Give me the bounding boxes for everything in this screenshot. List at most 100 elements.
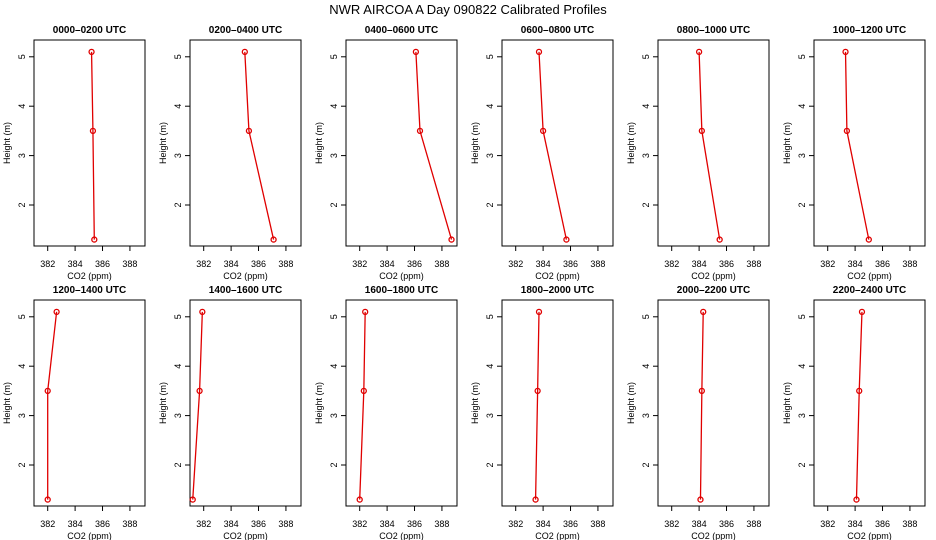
x-tick-label: 386 <box>563 519 578 529</box>
x-tick-label: 384 <box>380 519 395 529</box>
y-tick-label: 3 <box>485 153 495 158</box>
y-tick-label: 4 <box>173 104 183 109</box>
x-tick-label: 382 <box>196 259 211 269</box>
profile-line <box>192 311 203 500</box>
x-tick-label: 386 <box>95 259 110 269</box>
chart-title: 0000–0200 UTC <box>53 25 126 36</box>
data-point <box>241 48 248 56</box>
data-point <box>245 127 253 135</box>
chart-title: 0600–0800 UTC <box>521 25 594 36</box>
data-point <box>856 387 863 395</box>
x-axis-label: CO2 (ppm) <box>223 271 268 281</box>
x-tick-label: 386 <box>719 519 734 529</box>
x-tick-label: 382 <box>820 259 835 269</box>
y-tick-label: 3 <box>329 153 339 158</box>
data-point <box>189 496 196 503</box>
figure-title: NWR AIRCOA A Day 090822 Calibrated Profi… <box>329 2 607 17</box>
x-tick-label: 384 <box>536 259 551 269</box>
y-tick-label: 4 <box>485 364 495 369</box>
data-point <box>539 127 547 135</box>
profile-line <box>90 51 95 240</box>
y-tick-label: 5 <box>797 314 807 319</box>
y-tick-label: 2 <box>329 202 339 207</box>
data-point <box>199 308 206 316</box>
x-tick-label: 384 <box>692 519 707 529</box>
x-axis-label: CO2 (ppm) <box>691 531 736 540</box>
plot-frame <box>813 299 926 507</box>
y-tick-label: 2 <box>641 462 651 467</box>
chart-title: 0800–1000 UTC <box>677 25 750 36</box>
data-point <box>44 496 51 503</box>
chart-title: 1400–1600 UTC <box>209 285 282 296</box>
x-axis-label: CO2 (ppm) <box>67 531 112 540</box>
x-tick-label: 382 <box>508 519 523 529</box>
x-tick-label: 388 <box>590 519 605 529</box>
profile-line <box>244 51 275 240</box>
data-point <box>360 387 367 395</box>
data-point <box>563 236 570 243</box>
x-tick-label: 386 <box>251 259 266 269</box>
x-tick-label: 388 <box>278 259 293 269</box>
x-tick-label: 384 <box>848 259 863 269</box>
y-axis-label: Height (m) <box>626 122 636 164</box>
profile-line <box>534 311 540 500</box>
plot-frame <box>657 299 770 507</box>
plot-frame <box>189 39 302 247</box>
x-tick-label: 382 <box>196 519 211 529</box>
x-tick-label: 384 <box>224 259 239 269</box>
y-tick-label: 3 <box>641 153 651 158</box>
y-tick-label: 2 <box>17 202 27 207</box>
y-axis-label: Height (m) <box>782 122 792 164</box>
y-tick-label: 5 <box>17 314 27 319</box>
y-tick-label: 2 <box>173 462 183 467</box>
data-point <box>362 308 369 316</box>
data-point <box>695 48 703 56</box>
y-tick-label: 4 <box>329 104 339 109</box>
data-point <box>716 236 723 243</box>
data-point <box>532 496 539 503</box>
y-axis-label: Height (m) <box>314 382 324 424</box>
y-tick-label: 4 <box>173 364 183 369</box>
x-tick-label: 382 <box>508 259 523 269</box>
data-point <box>534 387 541 395</box>
x-tick-label: 386 <box>719 259 734 269</box>
x-tick-label: 388 <box>746 519 761 529</box>
data-point <box>697 496 704 503</box>
y-tick-label: 5 <box>329 314 339 319</box>
data-point <box>44 387 51 395</box>
x-tick-label: 388 <box>902 519 917 529</box>
x-tick-label: 382 <box>664 519 679 529</box>
y-axis-label: Height (m) <box>2 382 12 424</box>
chart-title: 1000–1200 UTC <box>833 25 906 36</box>
x-tick-label: 384 <box>692 259 707 269</box>
x-tick-label: 388 <box>122 519 137 529</box>
y-tick-label: 2 <box>641 202 651 207</box>
y-tick-label: 3 <box>173 153 183 158</box>
y-tick-label: 5 <box>641 314 651 319</box>
y-tick-label: 2 <box>485 202 495 207</box>
data-point <box>91 236 98 243</box>
data-point <box>843 127 851 135</box>
x-tick-label: 388 <box>746 259 761 269</box>
x-tick-label: 388 <box>902 259 917 269</box>
chart-title: 2000–2200 UTC <box>677 285 750 296</box>
data-point <box>698 387 706 395</box>
chart-title: 1600–1800 UTC <box>365 285 438 296</box>
y-tick-label: 4 <box>17 364 27 369</box>
profile-line <box>699 311 704 500</box>
profile-line <box>698 51 721 240</box>
x-axis-label: CO2 (ppm) <box>67 271 112 281</box>
profile-line <box>415 51 453 240</box>
y-tick-label: 5 <box>173 54 183 59</box>
data-point <box>858 308 866 316</box>
x-axis-label: CO2 (ppm) <box>691 271 736 281</box>
data-point <box>698 127 706 135</box>
x-axis-label: CO2 (ppm) <box>535 531 580 540</box>
data-point <box>853 496 860 503</box>
data-point <box>270 236 277 243</box>
y-tick-label: 2 <box>329 462 339 467</box>
data-point <box>448 236 455 243</box>
y-axis-label: Height (m) <box>470 122 480 164</box>
y-tick-label: 3 <box>641 413 651 418</box>
